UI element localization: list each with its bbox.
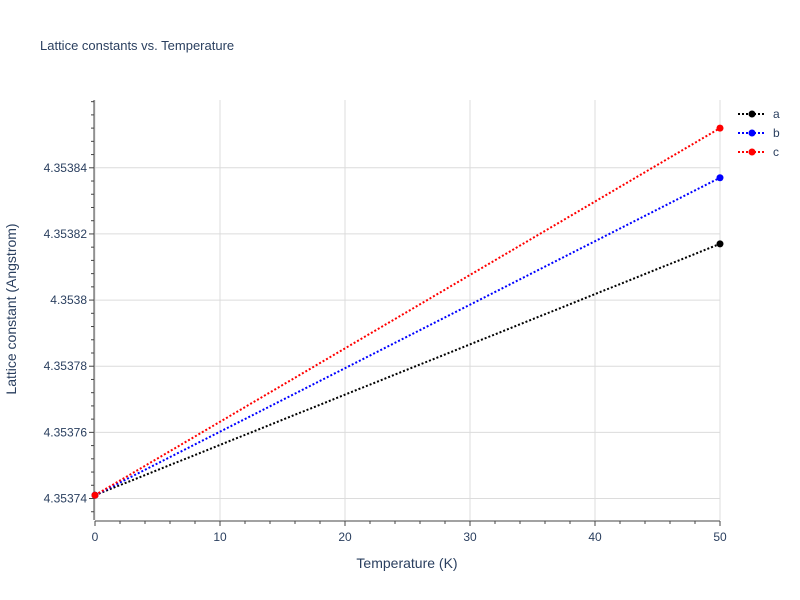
data-point-c[interactable] [91,491,99,499]
y-tick-label: 4.35384 [44,161,88,175]
series-b [91,174,724,499]
grid-layer [94,100,721,520]
legend-label: b [773,126,780,140]
y-axis-title: Lattice constant (Angstrom) [3,223,19,394]
y-tick-label: 4.3538 [50,293,87,307]
chart-title: Lattice constants vs. Temperature [40,38,234,53]
series-line-b [94,176,721,497]
y-tick-label: 4.35382 [44,227,88,241]
legend-item-c[interactable]: c [738,145,779,159]
data-point-c[interactable] [716,124,724,132]
x-tick-label: 50 [713,530,727,544]
legend-marker-icon [748,110,756,118]
axes-layer: 0 10 20 30 40 50 4.35374 4.35376 4.35378 4.3538 4.… [44,100,727,544]
legend-marker-icon [748,148,756,156]
legend-item-a[interactable]: a [738,107,780,121]
series-c [91,124,724,499]
legend-label: c [773,145,779,159]
x-axis-title: Temperature (K) [356,555,457,571]
legend-item-b[interactable]: b [738,126,780,140]
series-layer [91,124,724,499]
x-tick-label: 20 [338,530,352,544]
y-tick-label: 4.35376 [44,425,88,439]
legend[interactable]: abc [738,107,780,159]
legend-marker-icon [748,129,756,137]
series-a [91,240,724,499]
series-line-c [94,127,721,497]
x-tick-label: 30 [463,530,477,544]
legend-label: a [773,107,780,121]
y-tick-label: 4.35374 [44,492,88,506]
x-tick-label: 10 [213,530,227,544]
data-point-b[interactable] [716,174,724,182]
data-point-a[interactable] [716,240,724,248]
x-tick-label: 0 [92,530,99,544]
y-tick-label: 4.35378 [44,359,88,373]
x-tick-label: 40 [588,530,602,544]
series-line-a [94,242,721,497]
